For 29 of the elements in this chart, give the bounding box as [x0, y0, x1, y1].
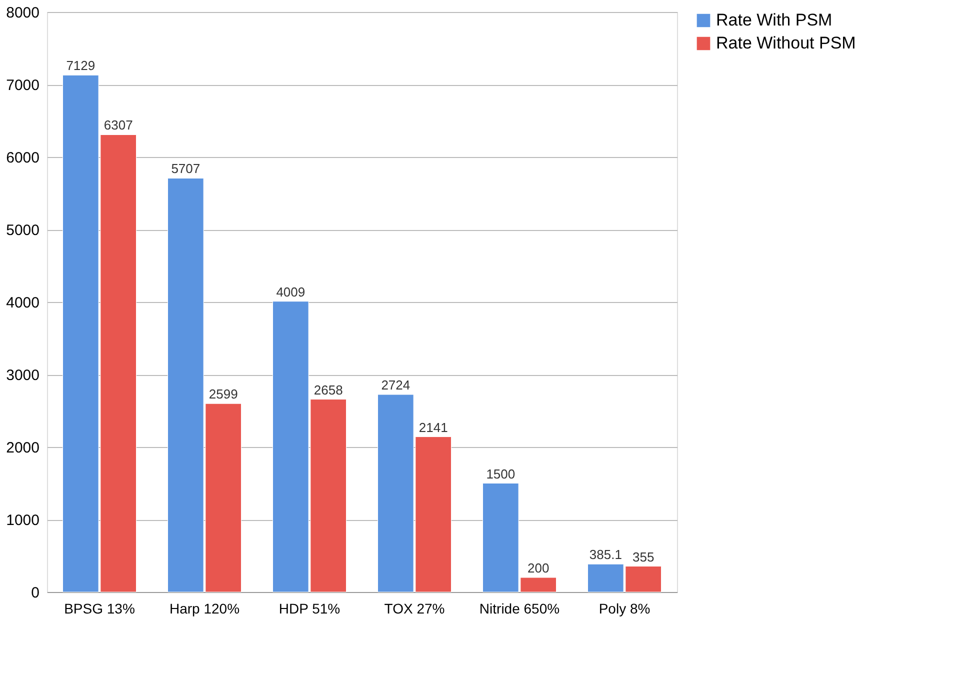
data-label: 200	[527, 560, 550, 576]
data-label: 2141	[418, 420, 448, 435]
y-tick-label: 3000	[6, 367, 40, 384]
y-tick-label: 4000	[6, 294, 40, 312]
legend-label: Rate Without PSM	[716, 34, 856, 52]
data-label: 1500	[486, 466, 516, 482]
y-tick-label: 6000	[6, 150, 40, 166]
data-label: 5707	[171, 161, 200, 176]
data-label: 2658	[314, 382, 343, 398]
x-tick-label: Harp 120%	[169, 600, 240, 616]
data-label: 385.1	[589, 547, 622, 562]
data-label: 2724	[381, 378, 410, 393]
data-label: 2599	[208, 386, 238, 402]
x-tick-label: HDP 51%	[278, 600, 340, 616]
data-label: 4009	[276, 284, 306, 300]
y-tick-label: 5000	[6, 222, 40, 239]
y-tick-label: 1000	[6, 512, 40, 529]
y-tick-label: 2000	[6, 440, 40, 456]
x-tick-label: BPSG 13%	[64, 600, 135, 616]
legend-label: Rate With PSM	[716, 10, 832, 30]
data-label: 355	[632, 549, 654, 564]
x-tick-label: TOX 27%	[384, 600, 445, 616]
data-label: 7129	[66, 58, 96, 74]
y-tick-label: 8000	[6, 4, 40, 22]
x-tick-label: Poly 8%	[598, 600, 650, 616]
data-label: 6307	[104, 118, 133, 133]
x-tick-label: Nitride 650%	[479, 600, 560, 616]
y-tick-label: 7000	[6, 77, 40, 94]
y-tick-label: 0	[31, 584, 40, 602]
